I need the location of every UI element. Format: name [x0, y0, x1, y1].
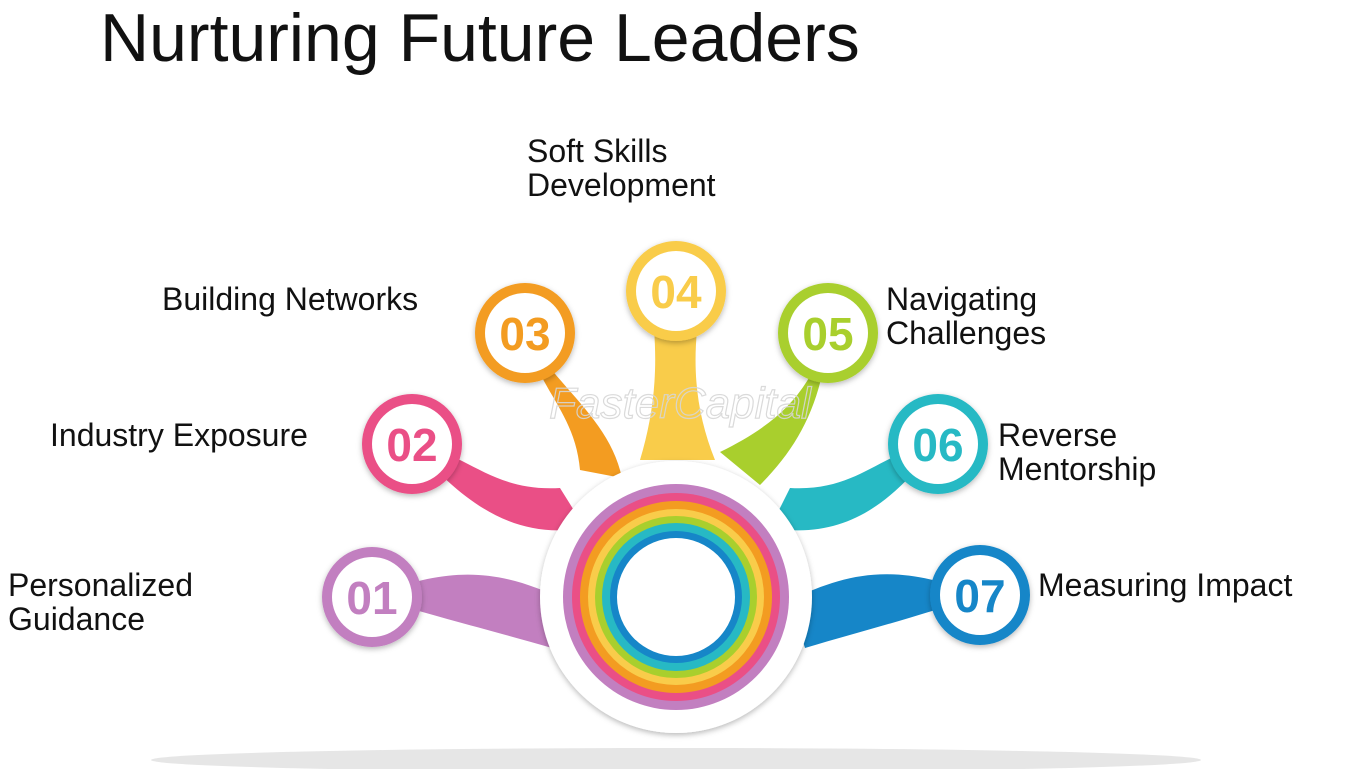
step-number-04: 04	[650, 266, 702, 318]
step-number-06: 06	[912, 419, 963, 471]
step-label-05: Navigating Challenges	[886, 282, 1046, 350]
step-label-02-line-1: Industry Exposure	[50, 417, 308, 453]
step-label-03: Building Networks	[162, 282, 418, 316]
step-label-04-line-1: Soft Skills	[527, 133, 668, 169]
step-number-05: 05	[802, 308, 853, 360]
step-label-04-line-2: Development	[527, 167, 716, 203]
page-title: Nurturing Future Leaders	[100, 0, 860, 76]
step-label-01-line-1: Personalized	[8, 567, 193, 603]
step-label-01-line-2: Guidance	[8, 601, 145, 637]
step-label-06-line-1: Reverse	[998, 417, 1118, 453]
step-label-07: Measuring Impact	[1038, 568, 1292, 602]
step-number-02: 02	[386, 419, 437, 471]
step-label-06: Reverse Mentorship	[998, 418, 1156, 486]
bubble-02: 02	[362, 394, 462, 494]
step-label-05-line-1: Navigating	[886, 281, 1038, 317]
step-label-02: Industry Exposure	[50, 418, 308, 452]
step-number-01: 01	[346, 572, 397, 624]
step-label-07-line-1: Measuring Impact	[1038, 567, 1293, 603]
step-label-01: Personalized Guidance	[8, 568, 193, 636]
watermark: FasterCapital	[549, 379, 812, 428]
bubble-01: 01	[322, 547, 422, 647]
bubble-07: 07	[930, 545, 1030, 645]
bubble-05: 05	[778, 283, 878, 383]
step-label-03-line-1: Building Networks	[162, 281, 419, 317]
stem-05	[720, 333, 828, 485]
step-number-03: 03	[499, 308, 550, 360]
base-shadow	[151, 748, 1201, 769]
step-label-06-line-2: Mentorship	[998, 451, 1157, 487]
step-number-07: 07	[954, 570, 1005, 622]
bubble-03: 03	[475, 283, 575, 383]
center-circle	[540, 461, 812, 733]
bubble-04: 04	[626, 241, 726, 341]
step-label-05-line-2: Challenges	[886, 315, 1047, 351]
bubble-06: 06	[888, 394, 988, 494]
step-label-04: Soft Skills Development	[527, 134, 716, 202]
